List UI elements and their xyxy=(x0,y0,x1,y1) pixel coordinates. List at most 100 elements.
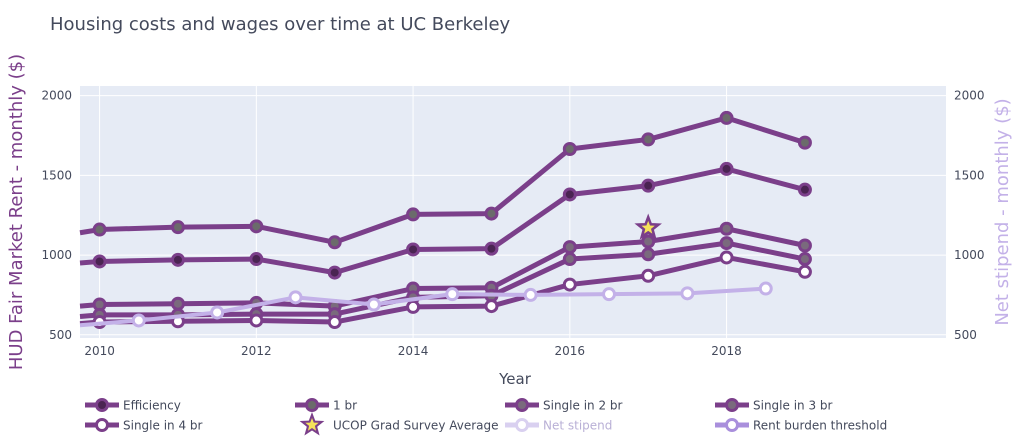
y-tick-label-right: 2000 xyxy=(954,89,985,103)
data-point xyxy=(797,182,812,197)
legend: Efficiency 1 br Single in 2 br Single in 3 … xyxy=(85,398,887,436)
legend-marker xyxy=(95,418,109,432)
ucop-star-inner xyxy=(641,220,655,234)
annotation-layer xyxy=(634,213,662,240)
series-line xyxy=(79,286,766,328)
legend-item-rent-burden-threshold: Rent burden threshold xyxy=(715,418,887,433)
legend-marker xyxy=(725,418,739,432)
data-point xyxy=(719,221,734,236)
data-point xyxy=(406,207,421,222)
data-point xyxy=(797,238,812,253)
data-point xyxy=(562,252,577,267)
x-tick-label: 2012 xyxy=(241,344,272,358)
y-axis-left-title: HUD Fair Market Rent - monthly ($) xyxy=(6,54,27,370)
data-point xyxy=(92,254,107,269)
data-point xyxy=(484,241,499,256)
data-point xyxy=(562,240,577,255)
x-tick-label: 2016 xyxy=(555,344,586,358)
data-point xyxy=(758,281,773,296)
data-point xyxy=(797,252,812,267)
data-point xyxy=(170,252,185,267)
legend-marker xyxy=(305,398,319,412)
legend-label: UCOP Grad Survey Average xyxy=(333,419,499,433)
data-point xyxy=(327,235,342,250)
data-point xyxy=(249,313,264,328)
legend-marker xyxy=(95,398,109,412)
gridlines xyxy=(80,86,946,338)
data-point xyxy=(797,135,812,150)
data-point xyxy=(680,286,695,301)
y-axis-right: 500 1000 1500 2000 xyxy=(954,89,985,342)
y-tick-label-left: 500 xyxy=(49,328,72,342)
data-point xyxy=(719,161,734,176)
data-point xyxy=(327,315,342,330)
series-efficiency xyxy=(79,161,812,280)
data-point xyxy=(719,250,734,265)
series-layer xyxy=(79,110,812,330)
legend-item-net-stipend: Net stipend xyxy=(505,418,612,433)
y-axis-left: 500 1000 1500 2000 xyxy=(41,89,72,342)
chart-title: Housing costs and wages over time at UC … xyxy=(50,14,511,35)
x-axis: 2010 2012 2014 2016 2018 xyxy=(84,344,742,358)
data-point xyxy=(249,219,264,234)
series-single-in-2-br xyxy=(79,221,812,314)
data-point xyxy=(288,290,303,305)
data-point xyxy=(406,299,421,314)
legend-label: Single in 4 br xyxy=(123,419,203,433)
data-point xyxy=(719,110,734,125)
data-point xyxy=(92,222,107,237)
y-tick-label-right: 500 xyxy=(954,328,977,342)
legend-label: Single in 3 br xyxy=(753,399,833,413)
legend-label: Rent burden threshold xyxy=(753,419,887,433)
y-axis-right-title: Net stipend - monthly ($) xyxy=(992,98,1013,325)
y-tick-label-right: 1000 xyxy=(954,248,985,262)
data-point xyxy=(562,142,577,156)
legend-item-single-in-4-br: Single in 4 br xyxy=(85,418,203,433)
legend-label: Efficiency xyxy=(123,399,181,413)
y-tick-label-right: 1500 xyxy=(954,168,985,182)
data-point xyxy=(602,287,617,302)
x-tick-label: 2010 xyxy=(84,344,115,358)
legend-item-1-br: 1 br xyxy=(295,398,357,413)
data-point xyxy=(562,277,577,292)
data-point xyxy=(797,264,812,279)
data-point xyxy=(445,287,460,302)
data-point xyxy=(641,178,656,193)
data-point xyxy=(327,265,342,280)
legend-star-inner xyxy=(305,418,319,431)
data-point xyxy=(406,242,421,257)
series-1-br xyxy=(79,110,812,250)
data-point xyxy=(641,234,656,249)
data-point xyxy=(523,287,538,302)
data-point xyxy=(484,299,499,314)
data-point xyxy=(719,236,734,251)
legend-label: 1 br xyxy=(333,399,357,413)
legend-marker xyxy=(515,398,529,412)
y-tick-label-left: 2000 xyxy=(41,89,72,103)
legend-item-efficiency: Efficiency xyxy=(85,398,181,413)
data-point xyxy=(170,220,185,235)
data-point xyxy=(131,313,146,328)
x-tick-label: 2018 xyxy=(711,344,742,358)
data-point xyxy=(641,247,656,262)
data-point xyxy=(170,296,185,311)
legend-item-single-in-2-br: Single in 2 br xyxy=(505,398,623,413)
data-point xyxy=(249,252,264,267)
x-tick-label: 2014 xyxy=(398,344,429,358)
x-axis-title: Year xyxy=(498,370,532,388)
legend-marker xyxy=(515,418,529,432)
data-point xyxy=(210,305,225,320)
legend-item-ucop-grad-survey-average: UCOP Grad Survey Average xyxy=(299,412,499,436)
legend-marker xyxy=(725,398,739,412)
data-point xyxy=(641,132,656,147)
data-point xyxy=(562,187,577,202)
legend-label: Net stipend xyxy=(543,419,612,433)
series-net-stipend xyxy=(79,281,773,328)
data-point xyxy=(484,206,499,221)
legend-label: Single in 2 br xyxy=(543,399,623,413)
legend-item-single-in-3-br: Single in 3 br xyxy=(715,398,833,413)
data-point xyxy=(366,297,381,312)
y-tick-label-left: 1500 xyxy=(41,168,72,182)
y-tick-label-left: 1000 xyxy=(41,248,72,262)
